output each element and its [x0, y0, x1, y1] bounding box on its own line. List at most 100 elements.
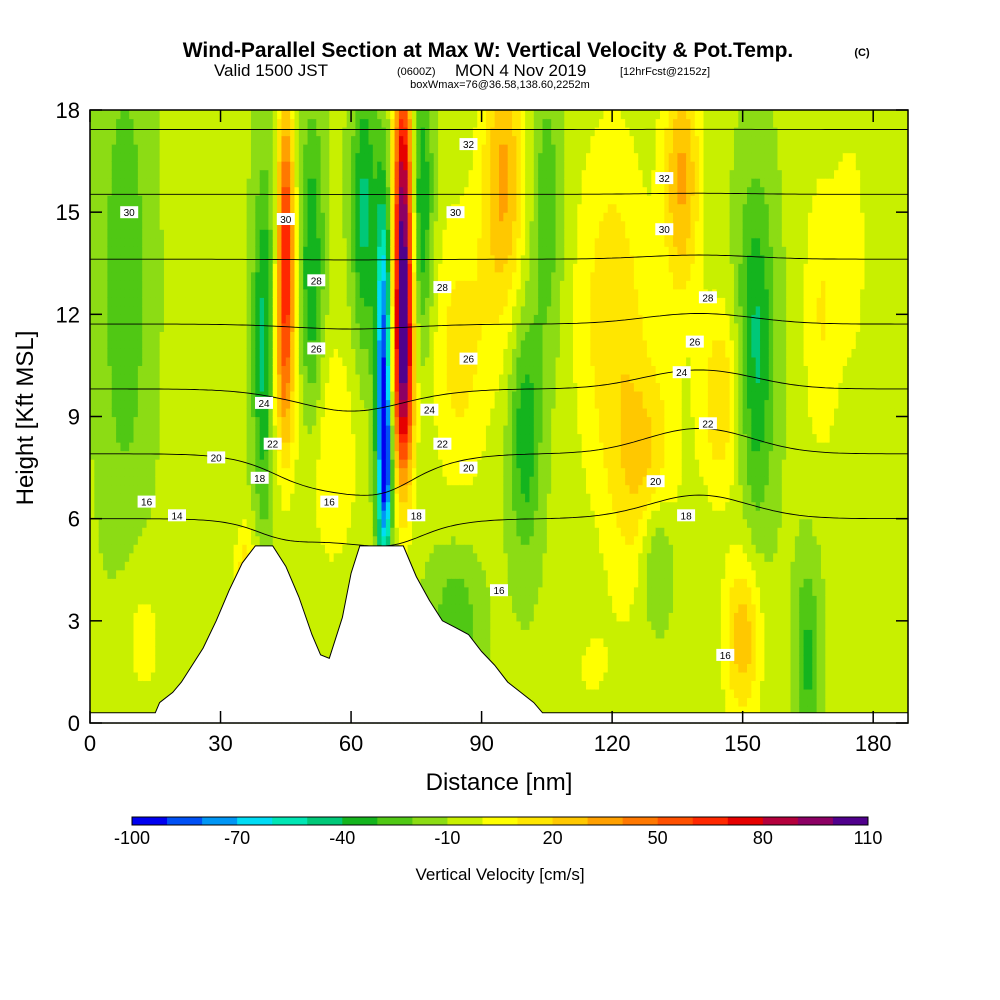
- field-cell: [190, 203, 196, 213]
- field-cell: [90, 433, 95, 443]
- field-cell: [94, 178, 100, 188]
- field-cell: [146, 646, 152, 656]
- field-cell: [124, 603, 130, 613]
- field-cell: [329, 365, 335, 375]
- field-cell: [103, 569, 108, 579]
- field-cell: [142, 280, 148, 290]
- field-cell: [185, 237, 191, 247]
- field-cell: [346, 442, 352, 452]
- field-cell: [146, 297, 152, 307]
- field-cell: [111, 654, 117, 664]
- field-cell: [133, 331, 139, 341]
- field-cell: [242, 161, 248, 171]
- field-cell: [129, 365, 135, 375]
- field-cell: [329, 322, 335, 332]
- field-cell: [111, 561, 117, 571]
- field-cell: [177, 144, 182, 154]
- field-cell: [303, 314, 309, 324]
- field-cell: [111, 688, 117, 699]
- field-cell: [233, 212, 239, 222]
- field-cell: [129, 152, 135, 162]
- field-cell: [216, 578, 222, 588]
- field-cell: [342, 459, 348, 469]
- field-cell: [190, 484, 196, 494]
- field-cell: [177, 646, 182, 656]
- field-cell: [168, 620, 174, 630]
- field-cell: [368, 271, 374, 281]
- field-cell: [198, 280, 204, 290]
- field-cell: [150, 569, 156, 579]
- field-cell: [229, 425, 235, 435]
- field-cell: [229, 331, 235, 341]
- field-cell: [290, 518, 296, 528]
- field-cell: [216, 220, 222, 230]
- field-cell: [338, 561, 343, 571]
- field-cell: [246, 450, 252, 460]
- field-cell: [185, 348, 191, 358]
- field-cell: [250, 484, 256, 494]
- field-cell: [294, 450, 300, 460]
- field-cell: [346, 152, 352, 162]
- field-cell: [207, 425, 213, 435]
- field-cell: [90, 603, 95, 613]
- field-cell: [137, 110, 143, 120]
- field-cell: [181, 220, 187, 230]
- field-cell: [168, 212, 174, 222]
- field-cell: [381, 195, 387, 205]
- field-cell: [311, 322, 317, 332]
- field-cell: [281, 476, 287, 486]
- field-cell: [116, 135, 122, 145]
- field-cell: [103, 271, 108, 281]
- field-cell: [229, 186, 235, 196]
- field-cell: [194, 314, 200, 324]
- field-cell: [329, 416, 335, 426]
- field-cell: [372, 425, 378, 435]
- field-cell: [124, 612, 130, 622]
- field-cell: [342, 442, 348, 452]
- field-cell: [264, 127, 269, 137]
- field-cell: [307, 603, 313, 613]
- field-cell: [146, 527, 152, 537]
- field-cell: [285, 110, 291, 120]
- field-cell: [103, 246, 108, 256]
- field-cell: [150, 518, 156, 528]
- field-cell: [381, 161, 387, 171]
- field-cell: [98, 680, 104, 690]
- field-cell: [159, 356, 165, 367]
- field-cell: [129, 510, 135, 520]
- field-cell: [264, 110, 269, 120]
- field-cell: [324, 339, 330, 349]
- field-cell: [264, 314, 269, 324]
- field-cell: [146, 288, 152, 298]
- field-cell: [107, 356, 113, 367]
- field-cell: [194, 433, 200, 443]
- field-cell: [364, 195, 370, 205]
- field-cell: [181, 348, 187, 358]
- field-cell: [285, 450, 291, 460]
- field-cell: [159, 646, 165, 656]
- field-cell: [307, 186, 313, 196]
- field-cell: [185, 569, 191, 579]
- field-cell: [277, 118, 283, 128]
- field-cell: [290, 178, 296, 188]
- field-cell: [155, 127, 161, 137]
- field-cell: [207, 407, 213, 418]
- field-cell: [264, 220, 269, 230]
- field-cell: [359, 237, 365, 247]
- field-cell: [324, 399, 330, 409]
- field-cell: [181, 518, 187, 528]
- field-cell: [372, 229, 378, 239]
- field-cell: [129, 586, 135, 596]
- field-cell: [285, 297, 291, 307]
- field-cell: [194, 373, 200, 384]
- field-cell: [255, 348, 261, 358]
- field-cell: [237, 322, 243, 332]
- field-cell: [307, 561, 313, 571]
- field-cell: [98, 288, 104, 298]
- field-cell: [142, 118, 148, 128]
- field-cell: [324, 484, 330, 494]
- field-cell: [129, 407, 135, 418]
- field-cell: [320, 110, 326, 120]
- field-cell: [124, 569, 130, 579]
